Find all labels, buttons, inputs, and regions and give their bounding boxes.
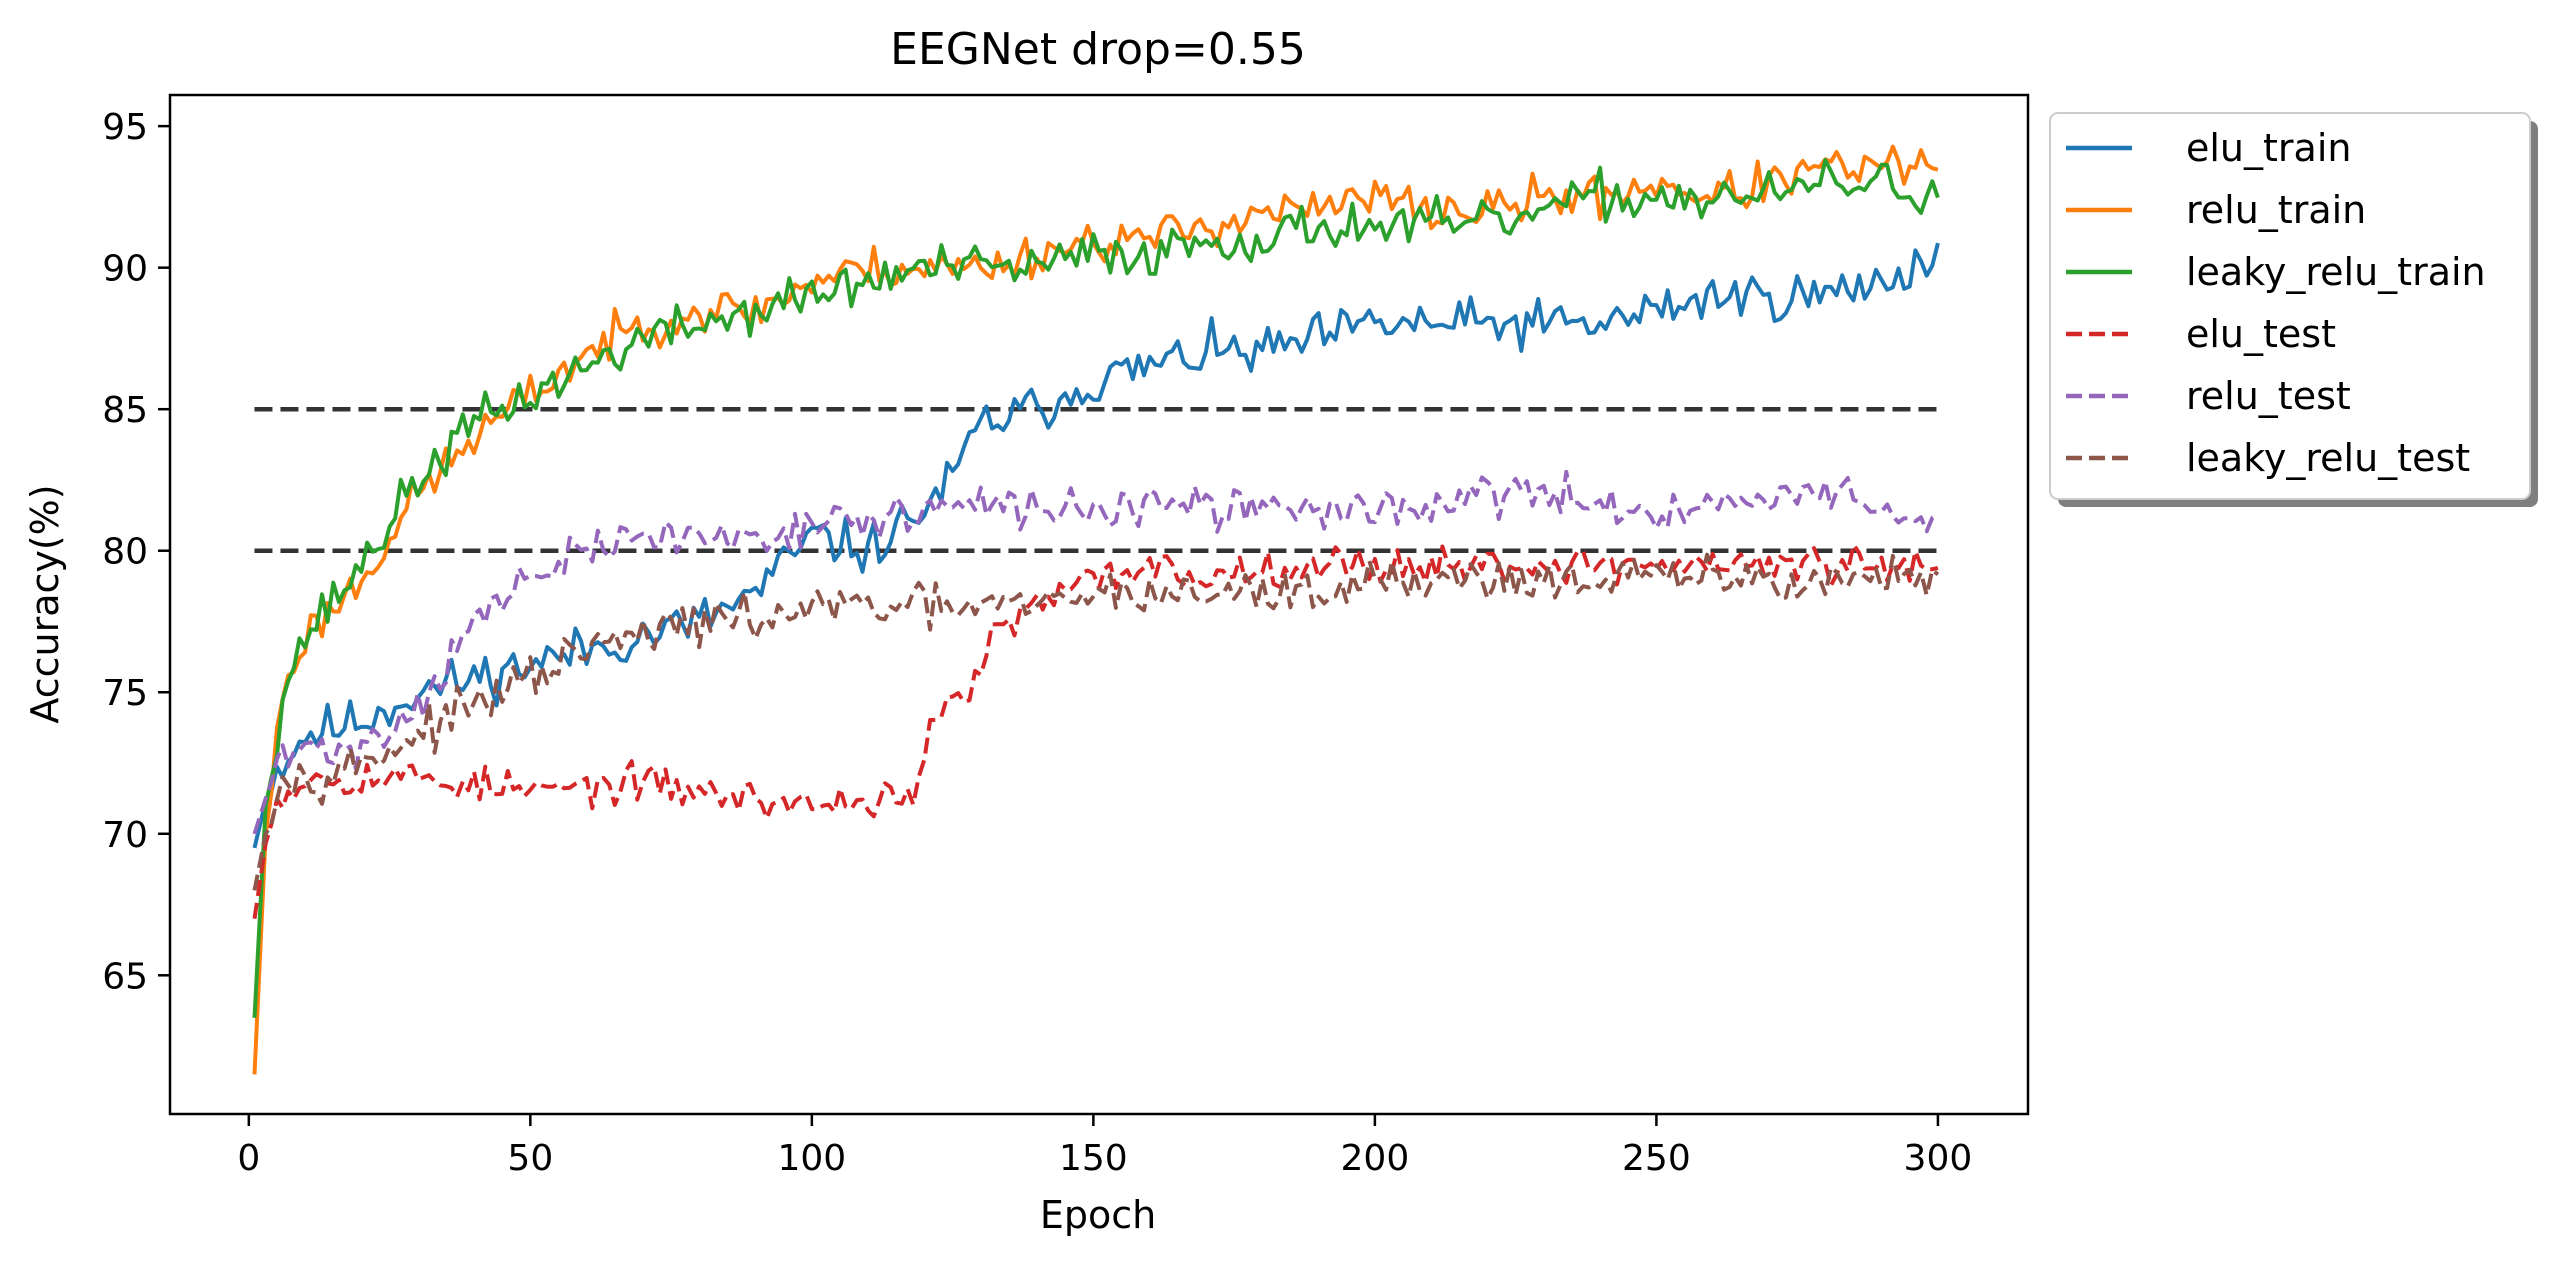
x-tick-label: 150 — [1059, 1138, 1128, 1179]
plot-frame — [168, 93, 2030, 1116]
x-tick-label: 0 — [237, 1138, 260, 1179]
y-tick-label: 85 — [102, 390, 148, 431]
y-tick-label: 80 — [102, 532, 148, 573]
chart-title: EEGNet drop=0.55 — [890, 24, 1306, 75]
legend-box — [2049, 112, 2531, 500]
x-tick-label: 300 — [1904, 1138, 1973, 1179]
x-tick-label: 200 — [1341, 1138, 1410, 1179]
y-tick-label: 90 — [102, 249, 148, 290]
x-tick-label: 100 — [777, 1138, 846, 1179]
legend-label-relu-test: relu_test — [2186, 374, 2351, 418]
x-tick-label: 50 — [507, 1138, 553, 1179]
y-tick-label: 75 — [102, 673, 148, 714]
plot-background — [170, 95, 2028, 1114]
reference-lines — [254, 406, 1938, 553]
legend: elu_train relu_train leaky_relu_train elu_t… — [2049, 112, 2538, 507]
y-tick-label: 65 — [102, 956, 148, 997]
y-axis-label: Accuracy(%) — [23, 484, 67, 723]
series-layer — [252, 144, 1940, 1075]
series-line-elu-test — [252, 542, 1939, 919]
legend-label-elu-train: elu_train — [2186, 126, 2351, 170]
legend-items: elu_train relu_train leaky_relu_train elu_t… — [2066, 126, 2486, 480]
x-axis: 0 50 100 150 200 250 300 — [237, 1114, 1972, 1179]
x-tick-label: 250 — [1622, 1138, 1691, 1179]
y-tick-label: 70 — [102, 815, 148, 856]
series-line-elu-train — [252, 242, 1940, 849]
y-axis: 65 70 75 80 85 90 95 — [102, 107, 170, 997]
legend-label-elu-test: elu_test — [2186, 312, 2336, 356]
series-line-leaky-relu-test — [252, 552, 1940, 891]
x-axis-label: Epoch — [1040, 1193, 1156, 1237]
series-line-leaky-relu-train — [252, 158, 1940, 1018]
legend-label-leaky-relu-train: leaky_relu_train — [2186, 250, 2486, 294]
y-tick-label: 95 — [102, 107, 148, 148]
legend-label-leaky-relu-test: leaky_relu_test — [2186, 436, 2470, 480]
plot-area — [168, 93, 2030, 1116]
legend-label-relu-train: relu_train — [2186, 188, 2366, 232]
